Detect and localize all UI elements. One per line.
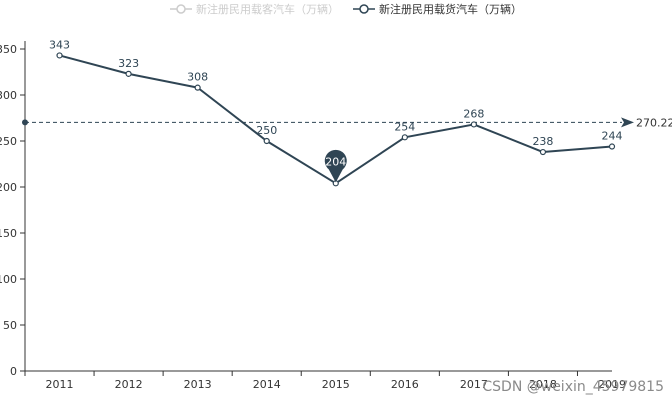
- min-marker-label: 204: [325, 155, 346, 168]
- data-point: [194, 84, 201, 91]
- data-label: 308: [187, 71, 208, 84]
- data-label: 238: [532, 135, 553, 148]
- data-label: 268: [463, 107, 484, 120]
- data-point: [470, 121, 477, 128]
- data-point: [56, 52, 63, 59]
- y-tick-label: 300: [0, 89, 17, 102]
- y-tick-label: 350: [0, 43, 17, 56]
- x-tick-label: 2016: [391, 378, 419, 391]
- data-point: [539, 148, 547, 156]
- data-point: [608, 143, 616, 150]
- legend-label-passenger: 新注册民用载客汽车（万辆）: [196, 3, 339, 16]
- y-tick-label: 150: [0, 227, 17, 240]
- data-point: [401, 134, 408, 141]
- x-tick-label: 2014: [253, 378, 281, 391]
- x-tick-label: 2015: [322, 378, 350, 391]
- watermark: CSDN @weixin_45979815: [482, 379, 664, 395]
- data-label: 250: [256, 124, 277, 137]
- data-label: 323: [118, 57, 139, 70]
- data-point: [125, 70, 132, 77]
- legend-line-circle-icon: [170, 4, 192, 14]
- x-tick-label: 2018: [529, 378, 557, 391]
- x-tick-label: 2017: [460, 378, 488, 391]
- legend-line-circle-icon: [353, 4, 375, 14]
- y-tick-label: 200: [0, 181, 17, 194]
- legend-item-passenger[interactable]: 新注册民用载客汽车（万辆）: [170, 1, 339, 17]
- y-tick-label: 100: [0, 273, 17, 286]
- y-tick-label: 0: [10, 365, 17, 378]
- y-tick-label: 50: [3, 319, 17, 332]
- average-mark-arrow: [621, 117, 634, 128]
- data-point: [263, 137, 270, 145]
- x-tick-label: 2011: [46, 378, 74, 391]
- x-tick-label: 2013: [184, 378, 212, 391]
- data-label: 244: [602, 130, 623, 143]
- legend[interactable]: 新注册民用载客汽车（万辆） 新注册民用载货汽车（万辆）: [170, 1, 522, 17]
- y-tick-label: 250: [0, 135, 17, 148]
- data-label: 343: [49, 38, 70, 51]
- min-marker-pin: [324, 149, 347, 183]
- average-mark-label: 270.22: [636, 116, 672, 129]
- data-label: 254: [394, 120, 415, 133]
- legend-label-freight: 新注册民用载货汽车（万辆）: [379, 3, 522, 16]
- x-tick-label: 2012: [115, 378, 143, 391]
- legend-item-freight[interactable]: 新注册民用载货汽车（万辆）: [353, 1, 522, 17]
- x-tick-label: 2019: [598, 378, 626, 391]
- average-mark-start-dot: [22, 119, 28, 126]
